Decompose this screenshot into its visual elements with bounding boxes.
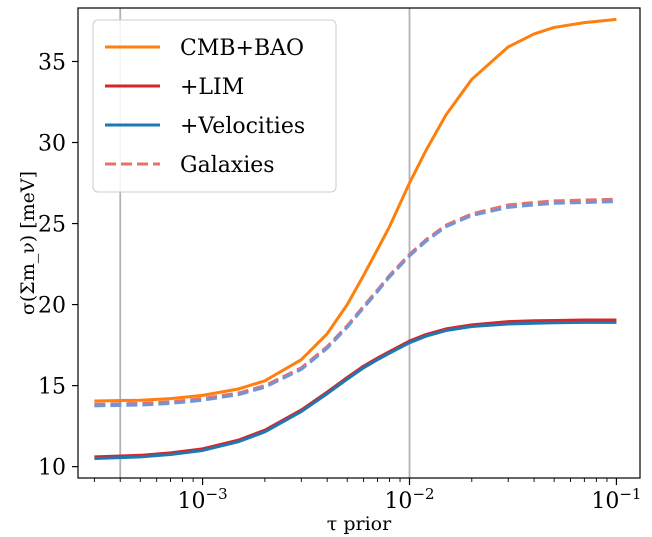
legend: CMB+BAO +LIM +Velocities Galaxies — [92, 19, 337, 193]
y-tick-label: 25 — [38, 213, 66, 238]
x-axis-label: τ prior — [327, 513, 392, 535]
y-tick-label: 30 — [38, 132, 66, 157]
x-tick-label: 10−1 — [591, 485, 641, 514]
series-line — [94, 320, 617, 461]
y-axis: 10 15 20 25 30 35 — [38, 50, 78, 481]
x-axis: 10−3 10−2 10−1 — [93, 478, 641, 514]
series-layer — [94, 17, 617, 461]
y-tick-label: 35 — [38, 50, 66, 75]
legend-label: +Velocities — [180, 114, 305, 139]
legend-label: Galaxies — [180, 153, 275, 178]
plot-frame — [77, 7, 641, 479]
legend-frame — [92, 19, 337, 193]
y-tick-label: 10 — [38, 456, 66, 481]
y-axis-label: σ(Σm_ν) [meV] — [17, 171, 39, 315]
y-tick-label: 15 — [38, 375, 66, 400]
legend-label: CMB+BAO — [180, 36, 304, 61]
series-line — [94, 17, 617, 403]
x-tick-label: 10−3 — [178, 485, 228, 514]
series-line — [94, 200, 617, 408]
y-tick-label: 20 — [38, 294, 66, 319]
x-tick-label: 10−2 — [384, 485, 434, 514]
legend-label: +LIM — [180, 75, 244, 100]
